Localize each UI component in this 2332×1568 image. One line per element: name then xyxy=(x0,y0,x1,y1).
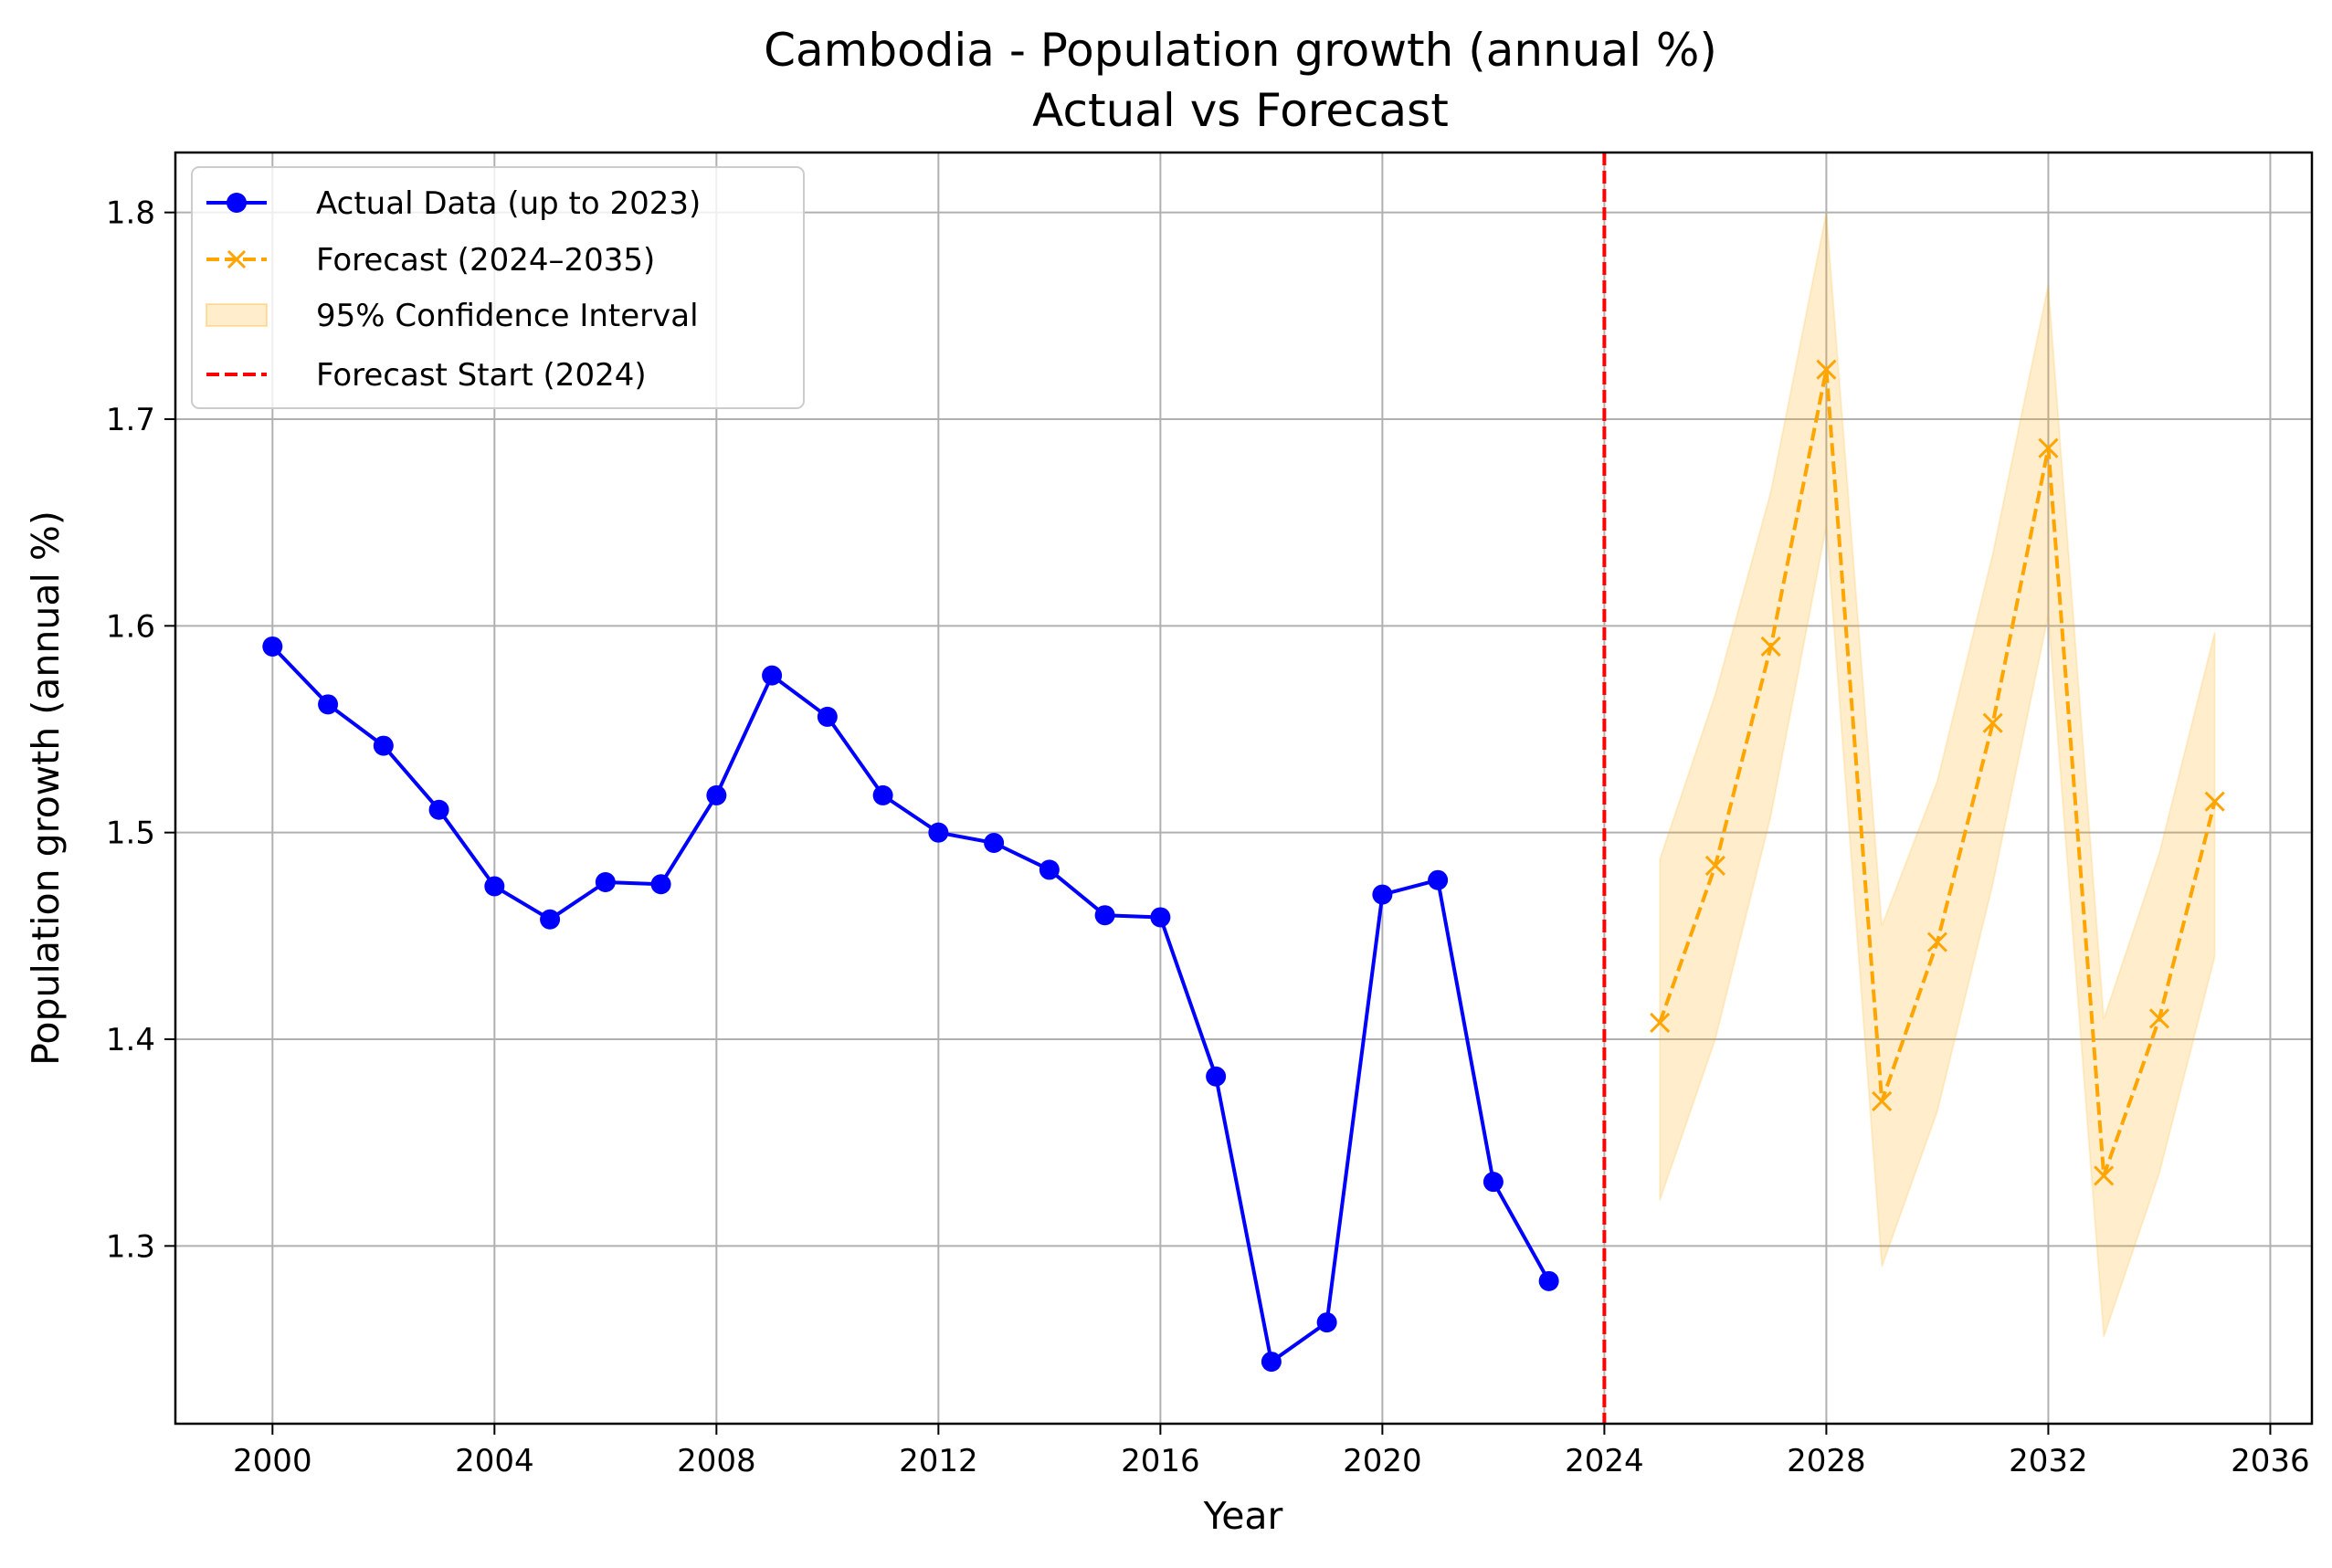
y-tick-label: 1.3 xyxy=(106,1228,155,1265)
actual-data-point xyxy=(817,706,838,727)
actual-data-point xyxy=(540,909,561,930)
forecast-data-point xyxy=(1704,855,1725,876)
grid xyxy=(175,153,2312,1424)
actual-data-point xyxy=(706,784,727,805)
actual-data-point xyxy=(1094,905,1115,926)
actual-data-point xyxy=(1428,869,1449,890)
x-tick-label: 2004 xyxy=(455,1443,534,1479)
confidence-band xyxy=(1659,212,2216,1338)
x-tick-label: 2000 xyxy=(233,1443,312,1479)
actual-data-point xyxy=(262,636,283,657)
plot-frame xyxy=(174,151,2314,1426)
actual-data-point xyxy=(1261,1352,1282,1373)
legend-label-forecast: Forecast (2024–2035) xyxy=(316,242,655,279)
series-layer xyxy=(262,359,2225,1373)
legend-marker-forecast xyxy=(227,249,247,269)
actual-data-point xyxy=(1206,1066,1227,1087)
actual-data-point xyxy=(872,784,893,805)
x-tick-label: 2028 xyxy=(1787,1443,1866,1479)
actual-data-point xyxy=(1039,859,1060,880)
actual-data-point xyxy=(762,665,783,686)
forecast-data-point xyxy=(1816,359,1837,380)
legend-label-ci: 95% Confidence Interval xyxy=(316,298,699,334)
actual-data-point xyxy=(1150,907,1171,928)
legend-box xyxy=(191,166,805,409)
actual-data-point xyxy=(484,876,505,897)
legend: Actual Data (up to 2023) Forecast (2024–… xyxy=(191,166,805,409)
x-axis-label: Year xyxy=(1203,1494,1283,1538)
forecast-data-point xyxy=(1872,1090,1893,1111)
forecast-data-point xyxy=(2204,791,2225,812)
actual-data-point xyxy=(1316,1312,1337,1333)
x-axis: 2000 2004 2008 2012 2016 2020 2024 2028 2032 2036 xyxy=(233,1424,2310,1479)
actual-data-point xyxy=(428,799,449,820)
forecast-data-point xyxy=(1982,712,2003,733)
chart-title: Cambodia - Population growth (annual %) xyxy=(764,24,1717,77)
confidence-band-layer xyxy=(1659,212,2216,1338)
x-tick-label: 2016 xyxy=(1121,1443,1200,1479)
actual-data-point xyxy=(1372,884,1393,905)
forecast-data-point xyxy=(2148,1008,2169,1029)
legend-label-actual: Actual Data (up to 2023) xyxy=(316,185,701,222)
chart-subtitle: Actual vs Forecast xyxy=(1032,84,1449,137)
actual-data-point xyxy=(1538,1270,1559,1291)
y-tick-label: 1.5 xyxy=(106,816,155,852)
actual-data-point xyxy=(984,832,1005,853)
actual-data-point xyxy=(1483,1172,1504,1193)
forecast-data-point xyxy=(2038,437,2059,458)
y-tick-label: 1.8 xyxy=(106,195,155,232)
x-tick-label: 2032 xyxy=(2009,1443,2088,1479)
x-tick-label: 2012 xyxy=(899,1443,978,1479)
forecast-data-point xyxy=(1926,931,1947,952)
forecast-data-point xyxy=(1760,636,1781,658)
forecast-data-point xyxy=(1650,1012,1671,1033)
actual-data-point xyxy=(318,694,339,715)
x-tick-label: 2008 xyxy=(677,1443,756,1479)
y-tick-label: 1.7 xyxy=(106,402,155,438)
y-axis: 1.3 1.4 1.5 1.6 1.7 1.8 xyxy=(106,195,175,1265)
legend-marker-actual xyxy=(227,193,247,213)
legend-swatch-ci xyxy=(206,303,268,327)
actual-series-line xyxy=(270,645,1551,1364)
forecast-data-point xyxy=(2094,1165,2115,1186)
x-tick-label: 2020 xyxy=(1343,1443,1422,1479)
actual-data-point xyxy=(595,871,616,892)
y-axis-label: Population growth (annual %) xyxy=(24,510,68,1066)
legend-label-forecast-start: Forecast Start (2024) xyxy=(316,357,647,394)
y-tick-label: 1.6 xyxy=(106,608,155,645)
x-tick-label: 2024 xyxy=(1565,1443,1644,1479)
y-tick-label: 1.4 xyxy=(106,1022,155,1058)
actual-data-point xyxy=(373,735,394,756)
actual-data-point xyxy=(928,822,949,843)
actual-data-point xyxy=(650,874,671,895)
x-tick-label: 2036 xyxy=(2231,1443,2310,1479)
